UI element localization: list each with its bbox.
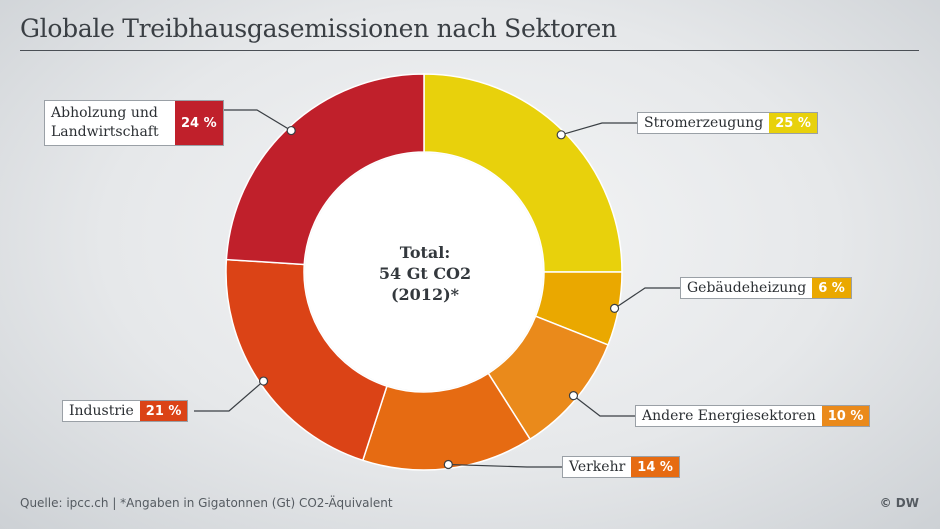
leader-dot (568, 391, 579, 401)
slice-label-value: 14 % (631, 457, 679, 477)
slice-stromerzeugung (423, 73, 623, 273)
slice-label-name: Andere Energiesektoren (642, 408, 816, 424)
slice-label-name: Verkehr (569, 459, 626, 475)
slice-label-andere-energiesektoren: Andere Energiesektoren 10 % (635, 405, 871, 427)
page-title: Globale Treibhausgasemissionen nach Sekt… (20, 14, 617, 43)
donut-hole (305, 153, 543, 391)
leader-dot (286, 125, 296, 136)
slice-label-name: Gebäudeheizung (687, 280, 807, 296)
leader-line (222, 109, 292, 132)
leader-dot (258, 376, 269, 386)
chart-center-label: Total: 54 Gt CO2 (2012)* (340, 242, 510, 305)
center-total-label: Total: (399, 243, 451, 262)
leader-dot (609, 303, 620, 313)
leader-line (573, 395, 635, 417)
slice-label-name: Industrie (69, 403, 134, 419)
slice-label-value: 21 % (139, 401, 188, 421)
leader-dot (556, 130, 566, 140)
leader-line (614, 287, 680, 309)
slice-industrie (225, 258, 388, 462)
slice-label-value: 25 % (769, 113, 817, 133)
slice-label-gebaeudeheizung: Gebäudeheizung 6 % (680, 277, 852, 299)
slice-label-verkehr: Verkehr 14 % (562, 456, 680, 478)
slice-abholzung-und-landwirtschaft (225, 73, 425, 266)
leader-line (561, 122, 637, 136)
slice-label-stromerzeugung: Stromerzeugung 25 % (637, 112, 818, 134)
copyright-credit: © DW (879, 496, 919, 510)
slice-label-value: 6 % (812, 278, 851, 298)
center-total-year: (2012)* (390, 285, 460, 304)
slice-label-value: 10 % (821, 406, 870, 426)
slice-label-value: 24 % (175, 101, 223, 145)
slice-label-name: Stromerzeugung (644, 115, 764, 131)
source-note: Quelle: ipcc.ch | *Angaben in Gigatonnen… (20, 496, 393, 510)
center-total-value: 54 Gt CO2 (378, 264, 472, 283)
slice-label-name: Abholzung und Landwirtschaft (51, 105, 159, 140)
title-divider (20, 50, 919, 51)
leader-line (194, 380, 264, 412)
leader-dot (443, 459, 453, 470)
leader-line (448, 463, 562, 468)
slice-label-abholzung-und-landwirtschaft: Abholzung und Landwirtschaft 24 % (44, 100, 224, 146)
slice-label-industrie: Industrie 21 % (62, 400, 189, 422)
